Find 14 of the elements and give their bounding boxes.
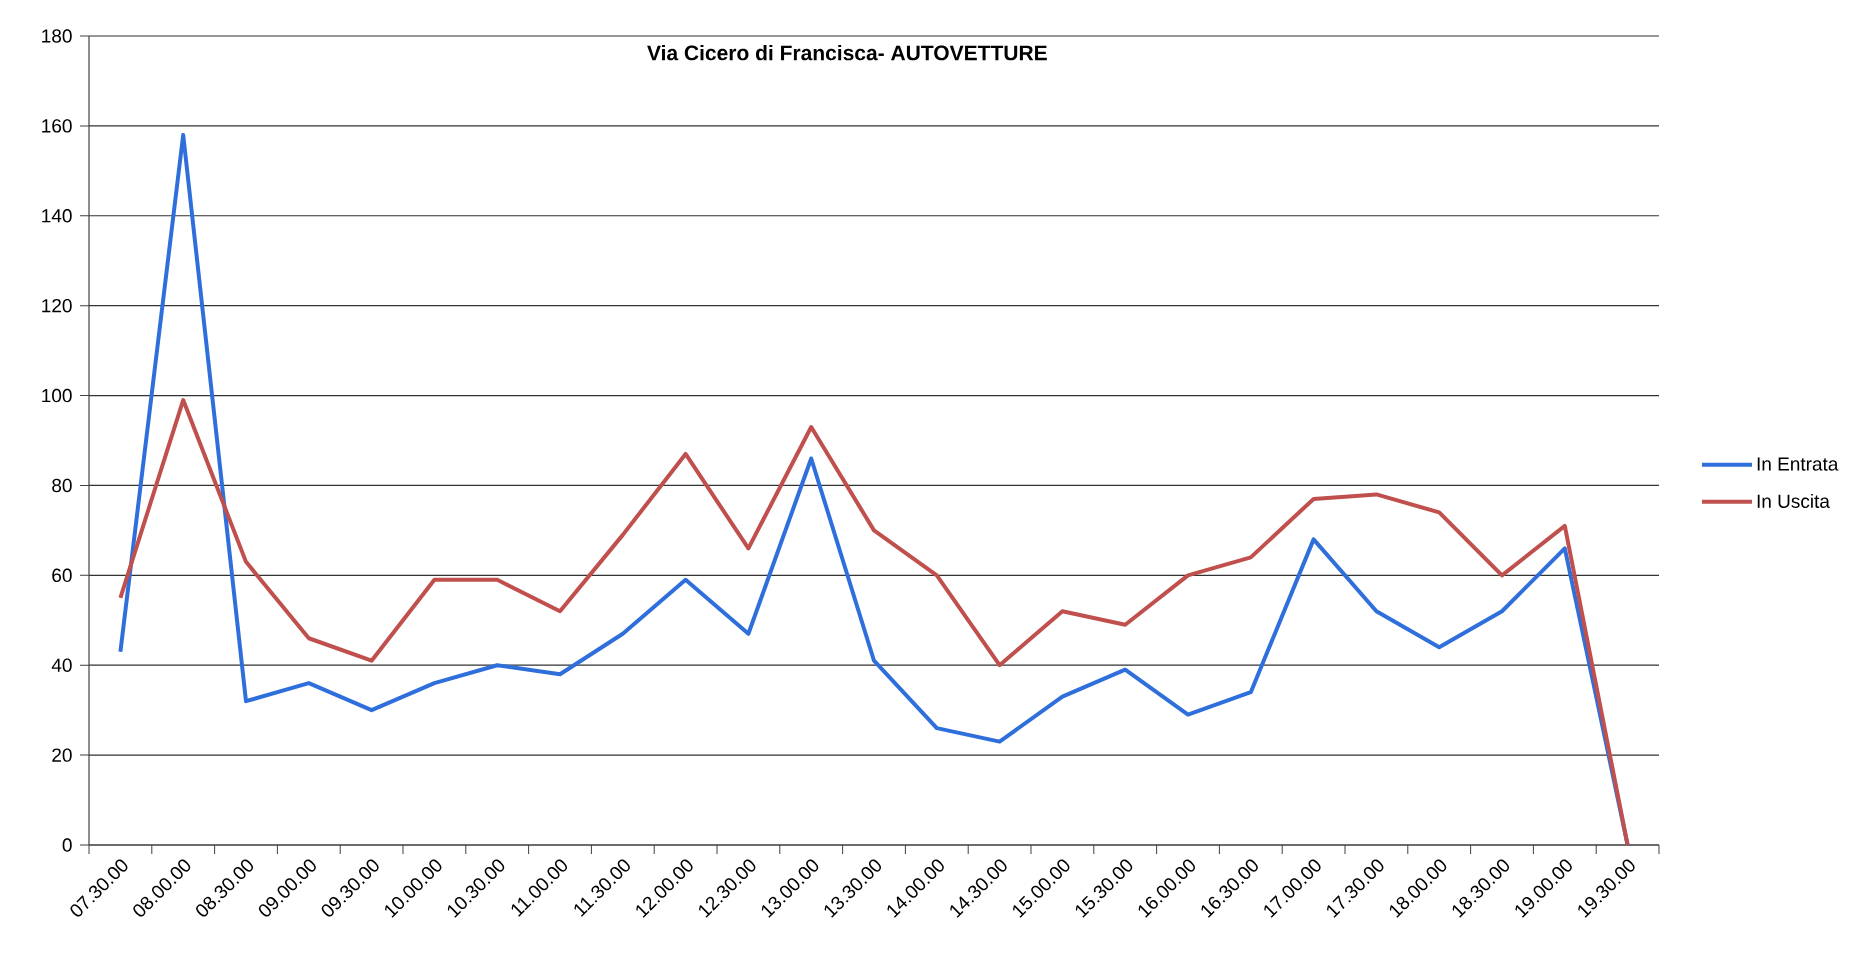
y-tick-label: 100 xyxy=(42,388,72,403)
legend-label: In Entrata xyxy=(1757,457,1839,471)
y-tick-label: 40 xyxy=(51,658,72,672)
line-series xyxy=(118,398,1630,845)
y-tick-label: 80 xyxy=(52,478,72,493)
chart-title: Via Cicero di Francisca- AUTOVETTURE xyxy=(647,44,1047,61)
y-tick-label: 180 xyxy=(42,29,72,43)
y-tick-label: 0 xyxy=(62,838,72,852)
y-tick-label: 140 xyxy=(42,209,72,223)
y-tick-label: 60 xyxy=(52,568,72,583)
y-tick-label: 20 xyxy=(52,748,72,762)
legend-label: In Uscita xyxy=(1757,494,1830,508)
y-tick-label: 160 xyxy=(42,119,72,133)
y-tick-label: 120 xyxy=(42,298,72,313)
